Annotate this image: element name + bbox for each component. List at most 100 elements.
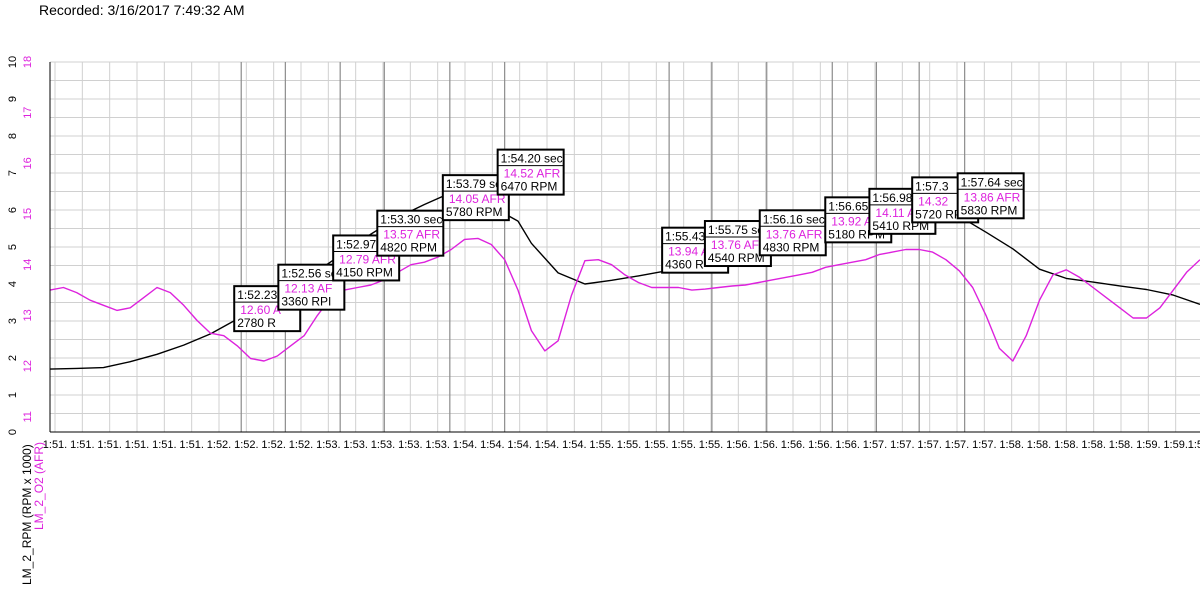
x-tick-label: 1:58.: [1027, 439, 1051, 451]
y-tick-rpm: 2: [7, 355, 19, 361]
x-tick-label: 1:56.: [753, 439, 777, 451]
annotation-time: 1:55.75 se: [708, 223, 764, 237]
annotation-time: 1:55.43: [665, 230, 705, 244]
x-tick-label: 1:51.: [97, 439, 121, 451]
grid-lines: [50, 61, 1200, 433]
annotation-afr: 13.57 AFR: [383, 228, 440, 242]
x-tick-label: 1:56.: [781, 439, 805, 451]
y-tick-rpm: 7: [7, 170, 19, 176]
annotation-afr: 12.60 A: [240, 303, 281, 317]
x-tick-label: 1:52.: [207, 439, 231, 451]
x-tick-label: 1:51.: [70, 439, 94, 451]
x-tick-label: 1:59.: [1163, 439, 1187, 451]
y-tick-rpm: 8: [7, 133, 19, 139]
x-tick-label: 1:57.: [972, 439, 996, 451]
annotation-time: 1:53.30 sec: [380, 213, 442, 227]
annotation-afr: 13.86 AFR: [964, 190, 1021, 204]
x-tick-label: 1:58.: [999, 439, 1023, 451]
x-tick-label: 1:51.: [125, 439, 149, 451]
series-line-rpm: [49, 191, 1200, 370]
x-tick-label: 1:55.: [699, 439, 723, 451]
x-tick-label: 1:57.: [890, 439, 914, 451]
x-tick-label: 1:59.: [1136, 439, 1160, 451]
y-tick-afr: 16: [22, 157, 34, 169]
x-tick-label: 1:54.: [562, 439, 586, 451]
y-tick-rpm: 6: [7, 207, 19, 213]
x-tick-label: 1:53.: [371, 439, 395, 451]
annotation-rpm: 5780 RPM: [446, 205, 503, 219]
x-tick-label: 1:55.: [617, 439, 641, 451]
x-tick-label: 1:59.1: [1188, 439, 1200, 451]
annotation-rpm: 4150 RPM: [336, 265, 393, 279]
y-tick-rpm: 5: [7, 244, 19, 250]
annotation-afr: 13.94 A: [668, 245, 709, 259]
x-tick-label: 1:57.: [917, 439, 941, 451]
annotation-afr: 14.32: [918, 194, 948, 208]
x-tick-label: 1:53.: [398, 439, 422, 451]
x-tick-label: 1:55.: [644, 439, 668, 451]
annotation-afr: 14.05 AFR: [449, 192, 506, 206]
x-tick-label: 1:56.: [726, 439, 750, 451]
annotation-rpm: 4820 RPM: [380, 241, 437, 255]
series-lines: [49, 191, 1200, 370]
annotation-box: [376, 209, 445, 257]
annotation-time: 1:57.3: [915, 179, 949, 193]
annotation-afr: 13.76 AFR: [766, 227, 823, 241]
y-tick-rpm: 1: [7, 392, 19, 398]
x-tick-label: 1:55.: [589, 439, 613, 451]
y-axis-label-rpm: LM_2_RPM (RPM x 1000): [20, 444, 34, 585]
x-tick-label: 1:53.: [343, 439, 367, 451]
annotation-time: 1:57.64 sec: [961, 175, 1023, 189]
annotation-box: [956, 172, 1025, 220]
x-tick-label: 1:52.: [289, 439, 313, 451]
y-tick-afr: 11: [22, 411, 34, 422]
recorded-timestamp: Recorded: 3/16/2017 7:49:32 AM: [39, 2, 245, 18]
x-tick-label: 1:53.: [316, 439, 340, 451]
y-tick-rpm: 9: [7, 96, 19, 102]
x-tick-label: 1:52.: [261, 439, 285, 451]
y-tick-afr: 17: [22, 107, 34, 119]
annotation-time: 1:54.20 sec: [501, 152, 563, 166]
annotation-time: 1:56.65: [828, 199, 868, 213]
annotation-box: [758, 209, 827, 257]
x-tick-label: 1:51.: [152, 439, 176, 451]
x-tick-label: 1:51.: [43, 439, 67, 451]
x-tick-label: 1:51.: [179, 439, 203, 451]
y-tick-rpm: 0: [7, 429, 19, 435]
annotation-afr: 14.11 AF: [875, 206, 922, 220]
annotation-rpm: 4830 RPM: [763, 240, 820, 254]
x-tick-label: 1:58.: [1109, 439, 1133, 451]
annotation-afr: 14.52 AFR: [504, 167, 561, 181]
annotation-afr: 12.13 AF: [284, 282, 332, 296]
annotation-rpm: 6470 RPM: [501, 180, 558, 194]
annotation-afr: 13.76 AF: [711, 238, 759, 252]
y-tick-afr: 18: [22, 56, 34, 68]
x-tick-label: 1:56.: [808, 439, 832, 451]
y-tick-afr: 12: [22, 360, 34, 372]
y-tick-rpm: 4: [7, 281, 19, 287]
x-tick-label: 1:57.: [863, 439, 887, 451]
series-line-afr: [49, 237, 1200, 362]
y-tick-rpm: 3: [7, 318, 19, 324]
y-tick-afr: 13: [22, 309, 34, 321]
x-tick-label: 1:58.: [1081, 439, 1105, 451]
annotation-rpm: 4360 R: [665, 258, 704, 272]
annotation-rpm: 2780 R: [237, 316, 276, 330]
x-tick-label: 1:56.: [835, 439, 859, 451]
y-tick-afr: 14: [22, 259, 34, 271]
annotation-time: 1:52.56 se: [281, 267, 337, 281]
annotation-time: 1:56.16 sec: [763, 212, 825, 226]
y-tick-rpm: 10: [7, 56, 19, 68]
annotation-rpm: 5830 RPM: [961, 203, 1018, 217]
y-tick-afr: 15: [22, 208, 34, 220]
x-tick-label: 1:58.: [1054, 439, 1078, 451]
annotation-time: 1:52.23: [237, 288, 277, 302]
x-tick-label: 1:53.: [425, 439, 449, 451]
